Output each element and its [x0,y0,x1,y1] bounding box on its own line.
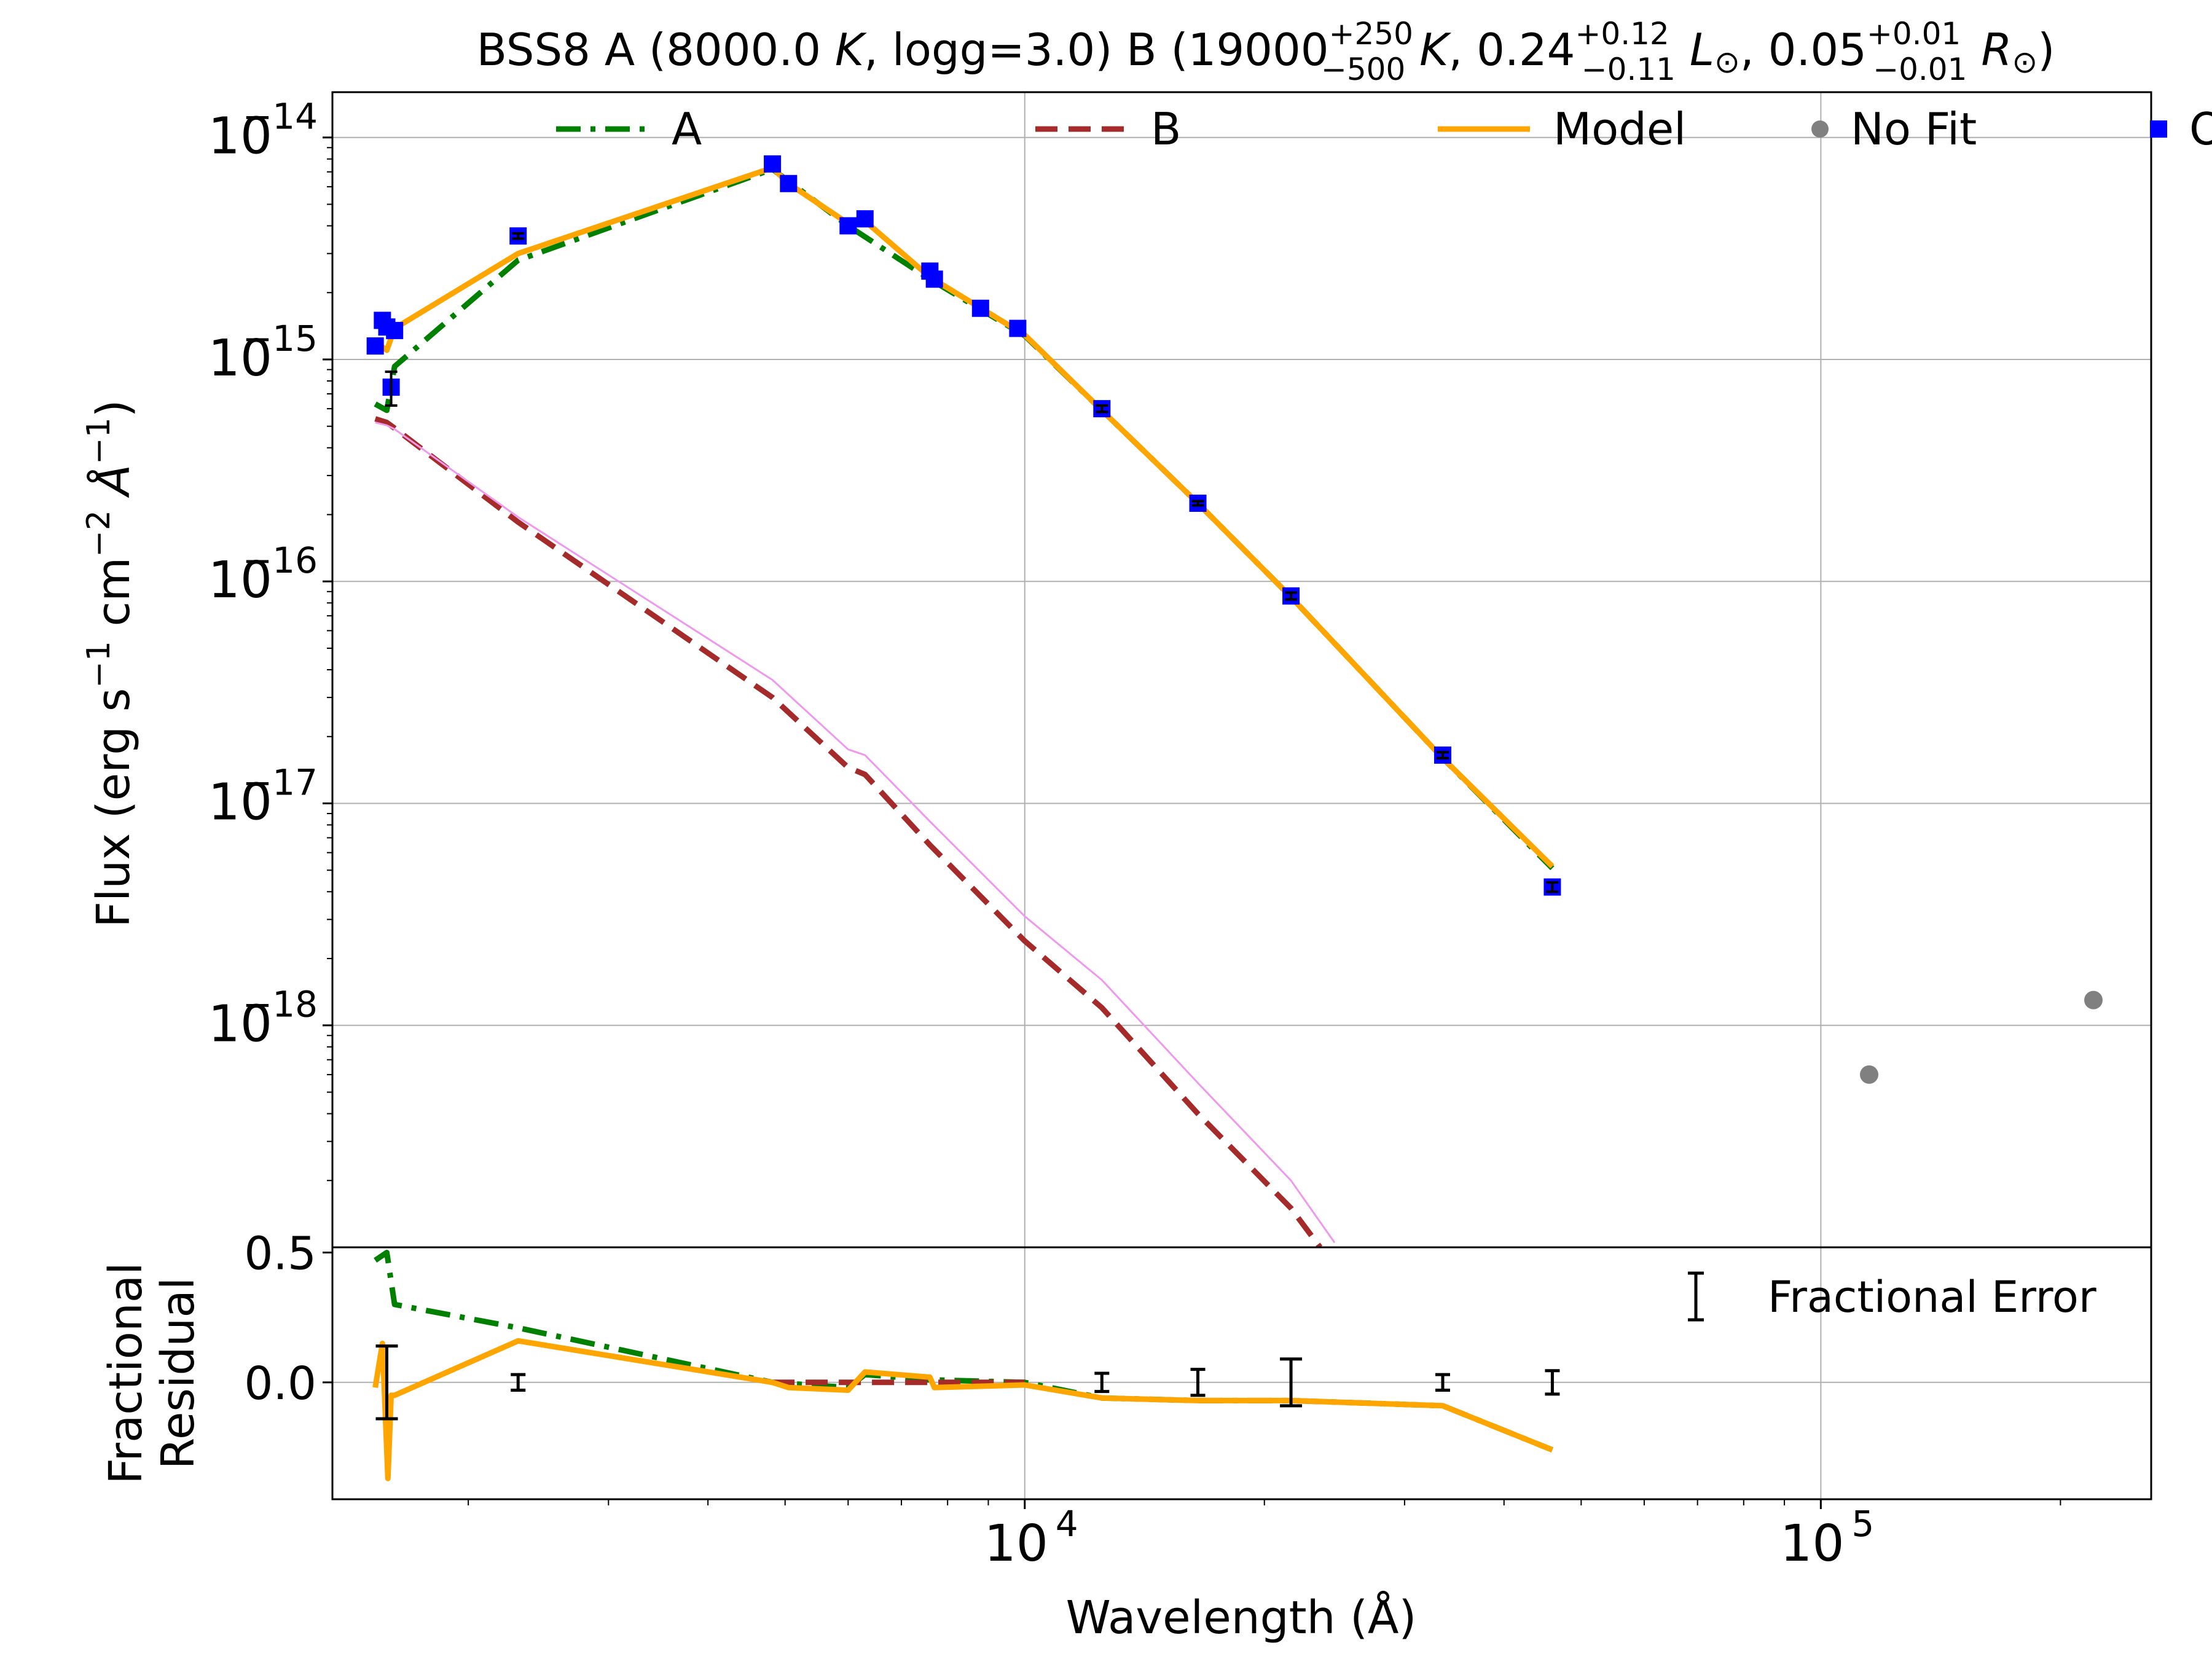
title-k1: K [835,24,867,76]
obs-point [1009,320,1027,337]
legend-entry-model: Model [1438,103,1686,155]
title-k2: K [1405,24,1451,76]
title-rad-unit: R [1967,24,2012,76]
chart-title: BSS8 A (8000.0 K, logg=3.0) B (19000+250… [477,16,2055,87]
flux-y-tick-label: 10 [208,995,272,1054]
flux-legend: A B Model No Fit Obs [556,103,2212,155]
legend-label: No Fit [1851,103,1977,155]
legend-entry-b: B [1035,103,1181,155]
legend-marker [2150,120,2167,138]
title-sun2: ⊙ [2012,44,2037,80]
flux-y-tick-label: 10 [208,551,272,610]
obs-point [839,217,857,235]
legend-label: Model [1553,103,1686,155]
flux-y-tick-exponent: −15 [243,318,318,359]
title-rad-up: +0.01 [1867,16,1961,52]
flux-y-axis-label: Flux (erg s−1 cm−2 Å−1) [80,399,140,927]
x-tick-label: 10 [1780,1515,1844,1573]
flux-y-tick-label: 10 [208,773,272,831]
residual-line-a [374,1250,1554,1453]
title-lum: , 0.24 [1448,24,1575,76]
flux-y-tick-label: 10 [208,108,272,166]
title-sun1: ⊙ [1714,44,1740,80]
residual-y-tick-label: 0.0 [244,1357,316,1410]
residual-minor-ticks [468,1499,2061,1505]
obs-point [925,270,943,288]
title-rad-dn: −0.01 [1873,52,1967,87]
nofit-point [2084,990,2103,1010]
obs-point [780,175,798,192]
residual-y-tick-label: 0.5 [244,1227,316,1280]
residual-line-model [372,1338,1554,1481]
title-temp-up: +250 [1329,16,1413,52]
residual-y-label-line2: Residual [152,1277,205,1470]
legend-label: B [1151,103,1181,155]
residual-legend: Fractional Error [1688,1271,2096,1322]
title-temp-dn: −500 [1321,52,1405,87]
title-rad: , 0.05 [1740,24,1867,76]
x-tick-exponent: 5 [1851,1503,1874,1545]
flux-panel-frame [331,91,2152,1249]
title-lum-up: +0.12 [1575,16,1669,52]
legend-label: Obs [2189,103,2212,155]
flux-grid [332,92,2151,1247]
legend-entry-nofit: No Fit [1811,103,1977,155]
nofit-point [1859,1065,1878,1084]
legend-entry-a: A [556,103,702,155]
residual-grid [332,1247,2151,1499]
residual-x-ticks: 10 4 10 5 [984,1499,1874,1573]
title-close: ) [2037,24,2055,76]
obs-point [386,321,404,339]
title-lum-unit: L [1676,24,1714,76]
flux-y-tick-exponent: −16 [243,539,318,581]
obs-point [764,155,782,173]
title-prefix: BSS8 A (8000.0 [477,24,835,76]
flux-y-tick-exponent: −14 [243,96,318,138]
flux-y-tick-exponent: −18 [243,984,318,1026]
series-line-b [374,416,1323,1247]
residual-y-ticks: 0.5 0.0 [244,1227,332,1410]
obs-point [366,337,384,355]
flux-y-tick-label: 10 [208,329,272,388]
x-tick-exponent: 4 [1056,1503,1078,1545]
title-lum-dn: −0.11 [1582,52,1676,87]
series-line-model [374,165,1555,869]
obs-point [856,210,874,228]
series-line-extra [375,422,1336,1244]
x-axis-label: Wavelength (Å) [1066,1590,1417,1644]
residual-panel: 0.50.0 10 4 10 5 Fractional Residual Wavele… [100,1227,2152,1644]
title-logg: , logg=3.0) B (19000 [864,24,1328,76]
flux-plot-area [366,155,2103,1247]
x-tick-label: 10 [984,1515,1048,1573]
residual-y-label-line1: Fractional [100,1262,152,1484]
legend-label-fractional-error: Fractional Error [1768,1272,2096,1322]
series-line-a [374,166,1555,871]
legend-label: A [672,103,702,155]
obs-point [971,299,989,317]
flux-y-tick-exponent: −17 [243,761,318,803]
residual-panel-frame [331,1246,2152,1500]
legend-marker [1811,120,1829,138]
legend-entry-obs: Obs [2150,103,2212,155]
residual-plot-area [372,1250,1560,1481]
